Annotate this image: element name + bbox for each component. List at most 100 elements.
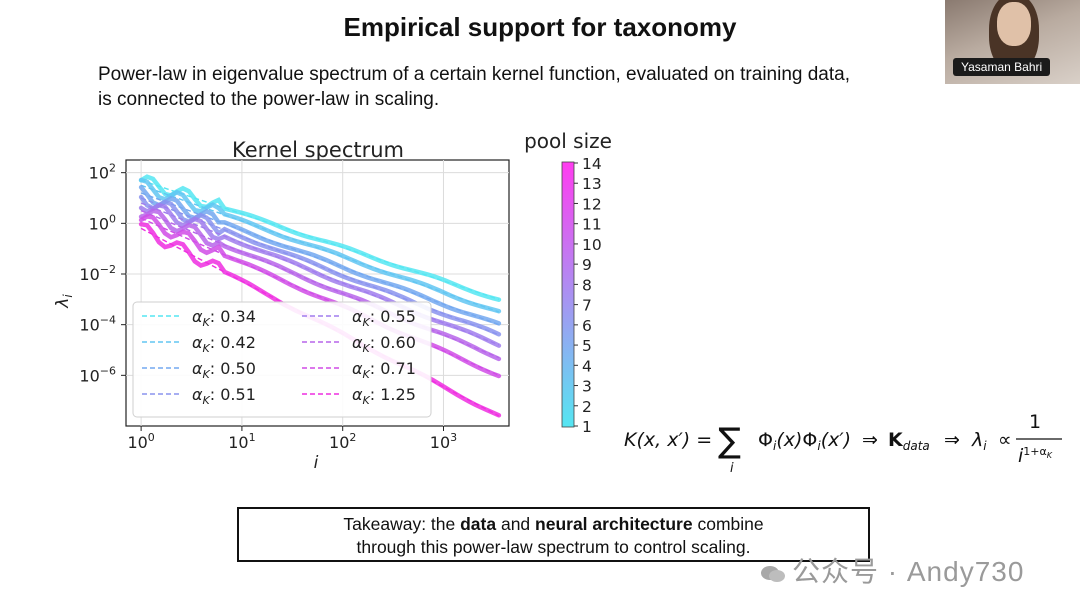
takeaway-prefix: Takeaway: the — [343, 514, 461, 534]
colorbar-tick-label: 6 — [582, 317, 592, 335]
takeaway-bold-data: data — [460, 514, 497, 534]
colorbar-tick-label: 8 — [582, 276, 592, 294]
x-axis-label: i — [314, 453, 319, 473]
series-eigenvalue-curve — [138, 202, 502, 348]
phi1-symbol: Φ — [758, 429, 773, 451]
legend: αK: 0.34 αK: 0.42 αK: 0.50 αK: 0.51 αK: 0.55… — [142, 307, 416, 407]
series-eigenvalue-curve — [138, 194, 502, 337]
formula-propto: ∝ — [998, 429, 1012, 451]
formula-lhs: K(x, x′) = — [624, 429, 712, 451]
phi2-arg: (x′) — [821, 429, 851, 451]
x-tick-label: 103 — [430, 431, 457, 452]
speaker-video-thumbnail[interactable]: Yasaman Bahri — [945, 0, 1080, 84]
kernel-spectrum-chart: Kernel spectrum 100 101 102 103 10210010−21… — [53, 129, 612, 473]
series-eigenvalue-curve — [138, 208, 502, 362]
phi1-sub: i — [773, 439, 777, 453]
speaker-face — [997, 2, 1031, 46]
colorbar-tick-label: 13 — [582, 175, 602, 193]
formula-lambda: λi — [971, 429, 987, 453]
watermark: 公众号 · Andy730 — [760, 550, 1024, 590]
colorbar-tick-label: 9 — [582, 256, 592, 274]
takeaway-mid: and — [496, 514, 536, 534]
legend-entry: αK: 1.25 — [352, 385, 416, 407]
formula-numerator: 1 — [1029, 411, 1041, 433]
colorbar-tick-label: 4 — [582, 357, 592, 375]
legend-entry: αK: 0.51 — [192, 385, 256, 407]
colorbar-tick-label: 12 — [582, 195, 602, 213]
takeaway-suffix: combine — [692, 514, 764, 534]
takeaway-line-1: Takeaway: the data and neural architectu… — [239, 513, 868, 536]
y-tick-labels: 102 100 10−2 10−4 10−6 — [79, 162, 126, 385]
x-tick-labels: 100 101 102 103 — [127, 426, 457, 452]
legend-box — [132, 301, 432, 418]
series-eigenvalue-curve — [138, 214, 502, 379]
slide-title: Empirical support for taxonomy — [343, 12, 737, 42]
legend-entry: αK: 0.60 — [352, 333, 416, 355]
y-tick-label: 100 — [89, 212, 116, 233]
watermark-text: 公众号 · Andy730 — [792, 556, 1025, 587]
legend-entry: αK: 0.71 — [352, 359, 416, 381]
colorbar-label: pool size — [524, 129, 612, 153]
colorbar-tick-label: 10 — [582, 236, 602, 254]
series-0.55 — [138, 202, 502, 348]
denominator-exp: 1+α — [1023, 445, 1046, 458]
legend-entry: αK: 0.34 — [192, 307, 256, 329]
speaker-name-label: Yasaman Bahri — [953, 58, 1051, 76]
colorbar-tick-label: 2 — [582, 398, 592, 416]
y-tick-label: 102 — [89, 162, 116, 183]
kernel-symbol: K — [888, 429, 904, 451]
y-tick-label: 10−6 — [79, 364, 116, 385]
formula-sum-index: i — [730, 461, 734, 476]
series-0.71 — [138, 214, 502, 379]
series-0.42 — [138, 177, 502, 314]
phi2-sub: i — [817, 439, 821, 453]
x-tick-label: 102 — [329, 431, 356, 452]
series-0.34 — [138, 174, 502, 302]
legend-entry: αK: 0.42 — [192, 333, 256, 355]
y-tick-label: 10−4 — [79, 314, 116, 335]
denominator-base: i — [1018, 445, 1024, 467]
legend-entry: αK: 0.50 — [192, 359, 256, 381]
colorbar-tick-label: 3 — [582, 378, 592, 396]
formula-phi-1: Φi(x)Φi(x′) — [758, 429, 851, 453]
colorbar-tick-label: 7 — [582, 297, 592, 315]
y-axis-label-sub: i — [61, 294, 75, 298]
chart-title: Kernel spectrum — [232, 138, 404, 162]
y-axis-label-symbol: λ — [53, 298, 73, 309]
series-eigenvalue-curve — [138, 174, 502, 302]
lambda-sub: i — [983, 439, 987, 453]
formula-kernel: Kdata — [888, 429, 930, 453]
series-eigenvalue-curve — [138, 177, 502, 314]
formula-svg: K(x, x′) = ∑ i Φi(x)Φi(x′) ⇒ Kdata ⇒ λi … — [624, 411, 1062, 476]
colorbar-tick-label: 11 — [582, 216, 602, 234]
colorbar-tick-label: 1 — [582, 418, 592, 436]
formula-arrow-2: ⇒ — [944, 429, 960, 451]
wechat-icon — [761, 565, 785, 582]
lambda-symbol: λ — [971, 429, 983, 451]
colorbar — [561, 161, 575, 428]
formula-denominator: i1+αK — [1018, 445, 1053, 467]
colorbar-tick-label: 14 — [582, 155, 602, 173]
takeaway-box: Takeaway: the data and neural architectu… — [237, 507, 870, 562]
phi1-arg: (x) — [776, 429, 802, 451]
y-axis-label: λi — [53, 294, 75, 309]
colorbar-tick-label: 5 — [582, 337, 592, 355]
slide-subtitle: Power-law in eigenvalue spectrum of a ce… — [98, 62, 928, 112]
denominator-exp-sub: K — [1047, 451, 1053, 460]
subtitle-line-2: is connected to the power-law in scaling… — [98, 89, 440, 110]
kernel-sub: data — [903, 439, 930, 453]
takeaway-line-2: through this power-law spectrum to contr… — [356, 537, 751, 557]
x-tick-label: 101 — [228, 431, 255, 452]
formula-arrow-1: ⇒ — [862, 429, 878, 451]
formula-sum-symbol: ∑ — [718, 421, 741, 461]
subtitle-line-1: Power-law in eigenvalue spectrum of a ce… — [98, 64, 850, 85]
kernel-formula: K(x, x′) = ∑ i Φi(x)Φi(x′) ⇒ Kdata ⇒ λi … — [622, 410, 1067, 480]
takeaway-bold-arch: neural architecture — [535, 514, 693, 534]
legend-entry: αK: 0.55 — [352, 307, 416, 329]
series-0.51 — [138, 194, 502, 337]
phi2-symbol: Φ — [802, 429, 817, 451]
series-0.60 — [138, 208, 502, 362]
x-tick-label: 100 — [127, 431, 154, 452]
y-tick-label: 10−2 — [79, 263, 116, 284]
